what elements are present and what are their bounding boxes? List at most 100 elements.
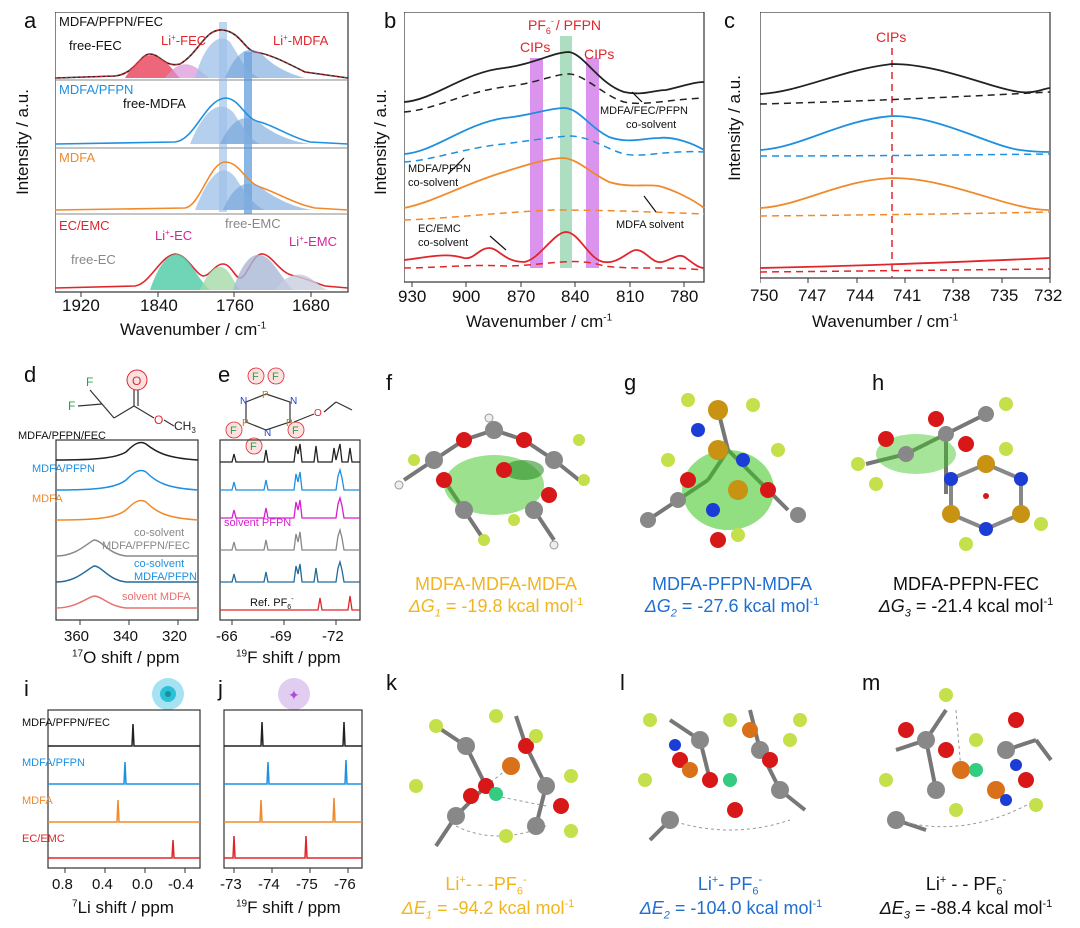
- panel-j-tick: -73: [220, 876, 242, 893]
- panel-c-tick: 750: [750, 286, 779, 305]
- label-d-6: MDFA/PFPN: [134, 571, 197, 583]
- label-cosolvent-2: co-solvent: [408, 177, 458, 189]
- panel-d-xlabel: 17O shift / ppm: [72, 648, 180, 667]
- label-free-fec: free-FEC: [69, 38, 122, 53]
- label-i-1: MDFA/PFPN: [22, 757, 85, 769]
- panel-b-tick: 900: [452, 287, 481, 306]
- panel-i-xlabel: 7Li shift / ppm: [72, 898, 174, 917]
- panel-i-tick: 0.4: [92, 876, 113, 893]
- label-solvent-pfpn: solvent PFPN: [224, 517, 291, 529]
- series-line: [48, 761, 200, 785]
- label-mdfa-fec-pfpn: MDFA/FEC/PFPN: [600, 105, 688, 117]
- series-line: [220, 595, 360, 611]
- series-line: [220, 443, 360, 463]
- label-d-1: MDFA/PFPN: [32, 463, 95, 475]
- panel-c-tick: 747: [798, 286, 827, 305]
- panel-a-xlabel: Wavenumber / cm-1: [120, 320, 267, 339]
- svg-text:P: P: [242, 418, 249, 429]
- mdfa-structure: F F O O CH3: [68, 369, 196, 435]
- chart-panel-e: F F F F F P P P N N N O solvent PFPN Ref…: [219, 367, 361, 625]
- series-line: [55, 441, 199, 461]
- series-line: [220, 527, 360, 551]
- panel-j-tick: -75: [296, 876, 318, 893]
- panel-j-letter: j: [218, 676, 223, 701]
- svg-text:O: O: [132, 374, 141, 388]
- series-line: [760, 115, 1051, 153]
- series-line: [55, 97, 349, 145]
- label-ec-emc-b: EC/EMC: [418, 223, 461, 235]
- panel-j-xlabel: 19F shift / ppm: [236, 898, 341, 917]
- label-li-emc: Li+-EMC: [289, 234, 337, 249]
- label-d-7: solvent MDFA: [122, 591, 191, 603]
- panel-a-tick: 1920: [62, 296, 100, 315]
- molecule-g: [640, 393, 806, 548]
- svg-text:CH3: CH3: [174, 419, 196, 435]
- molecule-m: [879, 688, 1053, 832]
- panel-d-tick: 320: [162, 628, 188, 645]
- panel-a-tick: 1680: [292, 296, 330, 315]
- molecule-h: [851, 397, 1048, 551]
- label-li-fec: Li+-FEC: [161, 33, 206, 48]
- series-line: [55, 161, 349, 211]
- panel-e-tick: -72: [322, 628, 344, 645]
- series-line: [220, 495, 360, 519]
- svg-text:N: N: [264, 428, 271, 439]
- panel-d-letter: d: [24, 362, 37, 387]
- label-d-4: MDFA/PFPN/FEC: [102, 540, 190, 552]
- svg-text:P: P: [286, 418, 293, 429]
- svg-text:F: F: [292, 425, 299, 437]
- panel-b-tick: 780: [670, 287, 699, 306]
- label-cips: CIPs: [876, 29, 906, 45]
- chart-panel-i: MDFA/PFPN/FEC MDFA/PFPN MDFA EC/EMC: [22, 678, 201, 873]
- label-mdfa-pfpn: MDFA/PFPN: [59, 82, 133, 97]
- label-d-2: MDFA: [32, 493, 63, 505]
- chart-panel-d: F F O O CH3 MDFA/PFPN/FEC MDFA/PFPN MDFA…: [18, 369, 199, 625]
- panel-k-letter: k: [386, 670, 397, 695]
- panel-a-frame: [55, 12, 349, 293]
- series-line: [404, 51, 705, 103]
- panel-c-letter: c: [724, 8, 735, 33]
- series-line: [224, 721, 362, 747]
- series-line: [224, 797, 362, 823]
- label-cips-right: CIPs: [584, 46, 614, 62]
- series-line: [220, 559, 360, 583]
- panel-e-letter: e: [218, 362, 231, 387]
- panel-b-tick: 870: [507, 287, 536, 306]
- series-line: [55, 499, 199, 521]
- panel-a-letter: a: [24, 8, 37, 33]
- panel-c-xlabel: Wavenumber / cm-1: [812, 312, 959, 331]
- series-line: [48, 723, 200, 747]
- panel-c-tick: 744: [846, 286, 875, 305]
- panel-b-tick: 810: [616, 287, 645, 306]
- svg-text:F: F: [230, 425, 237, 437]
- panel-d-tick: 360: [64, 628, 90, 645]
- label-pf6-pfpn: PF6- / PFPN: [528, 16, 601, 36]
- panel-i-tick: 0.8: [52, 876, 73, 893]
- series-line: [48, 839, 200, 859]
- series-line: [55, 565, 198, 583]
- svg-text:O: O: [154, 413, 163, 427]
- svg-text:F: F: [250, 441, 257, 453]
- label-li-mdfa: Li+-MDFA: [273, 33, 329, 48]
- series-line: [760, 63, 1051, 95]
- panel-d-tick: 340: [113, 628, 139, 645]
- svg-text:F: F: [86, 375, 93, 389]
- series-line: [404, 157, 705, 209]
- panel-a-ylabel: Intensity / a.u.: [12, 89, 32, 195]
- label-mdfa: MDFA: [59, 150, 95, 165]
- panel-c-tick: 741: [893, 286, 922, 305]
- caption-m-name: Li+ - - PF6-: [925, 874, 1007, 898]
- label-cips-left: CIPs: [520, 39, 550, 55]
- molecule-f: [394, 413, 590, 550]
- panel-e-xlabel: 19F shift / ppm: [236, 648, 341, 667]
- series-line: [224, 835, 362, 859]
- chart-panel-b: PF6- / PFPN CIPs CIPs MDFA/FEC/PFPN co-so…: [404, 12, 705, 287]
- label-d-5: co-solvent: [134, 558, 184, 570]
- caption-f-name: MDFA-MDFA-MDFA: [415, 574, 577, 594]
- caption-h-energy: ΔG3 = -21.4 kcal mol-1: [878, 596, 1054, 620]
- panel-a-tick: 1840: [140, 296, 178, 315]
- series-line: [48, 799, 200, 823]
- panel-c-tick: 738: [942, 286, 971, 305]
- caption-k-energy: ΔE1 = -94.2 kcal mol-1: [401, 898, 575, 922]
- star-icon: ✦: [288, 687, 300, 703]
